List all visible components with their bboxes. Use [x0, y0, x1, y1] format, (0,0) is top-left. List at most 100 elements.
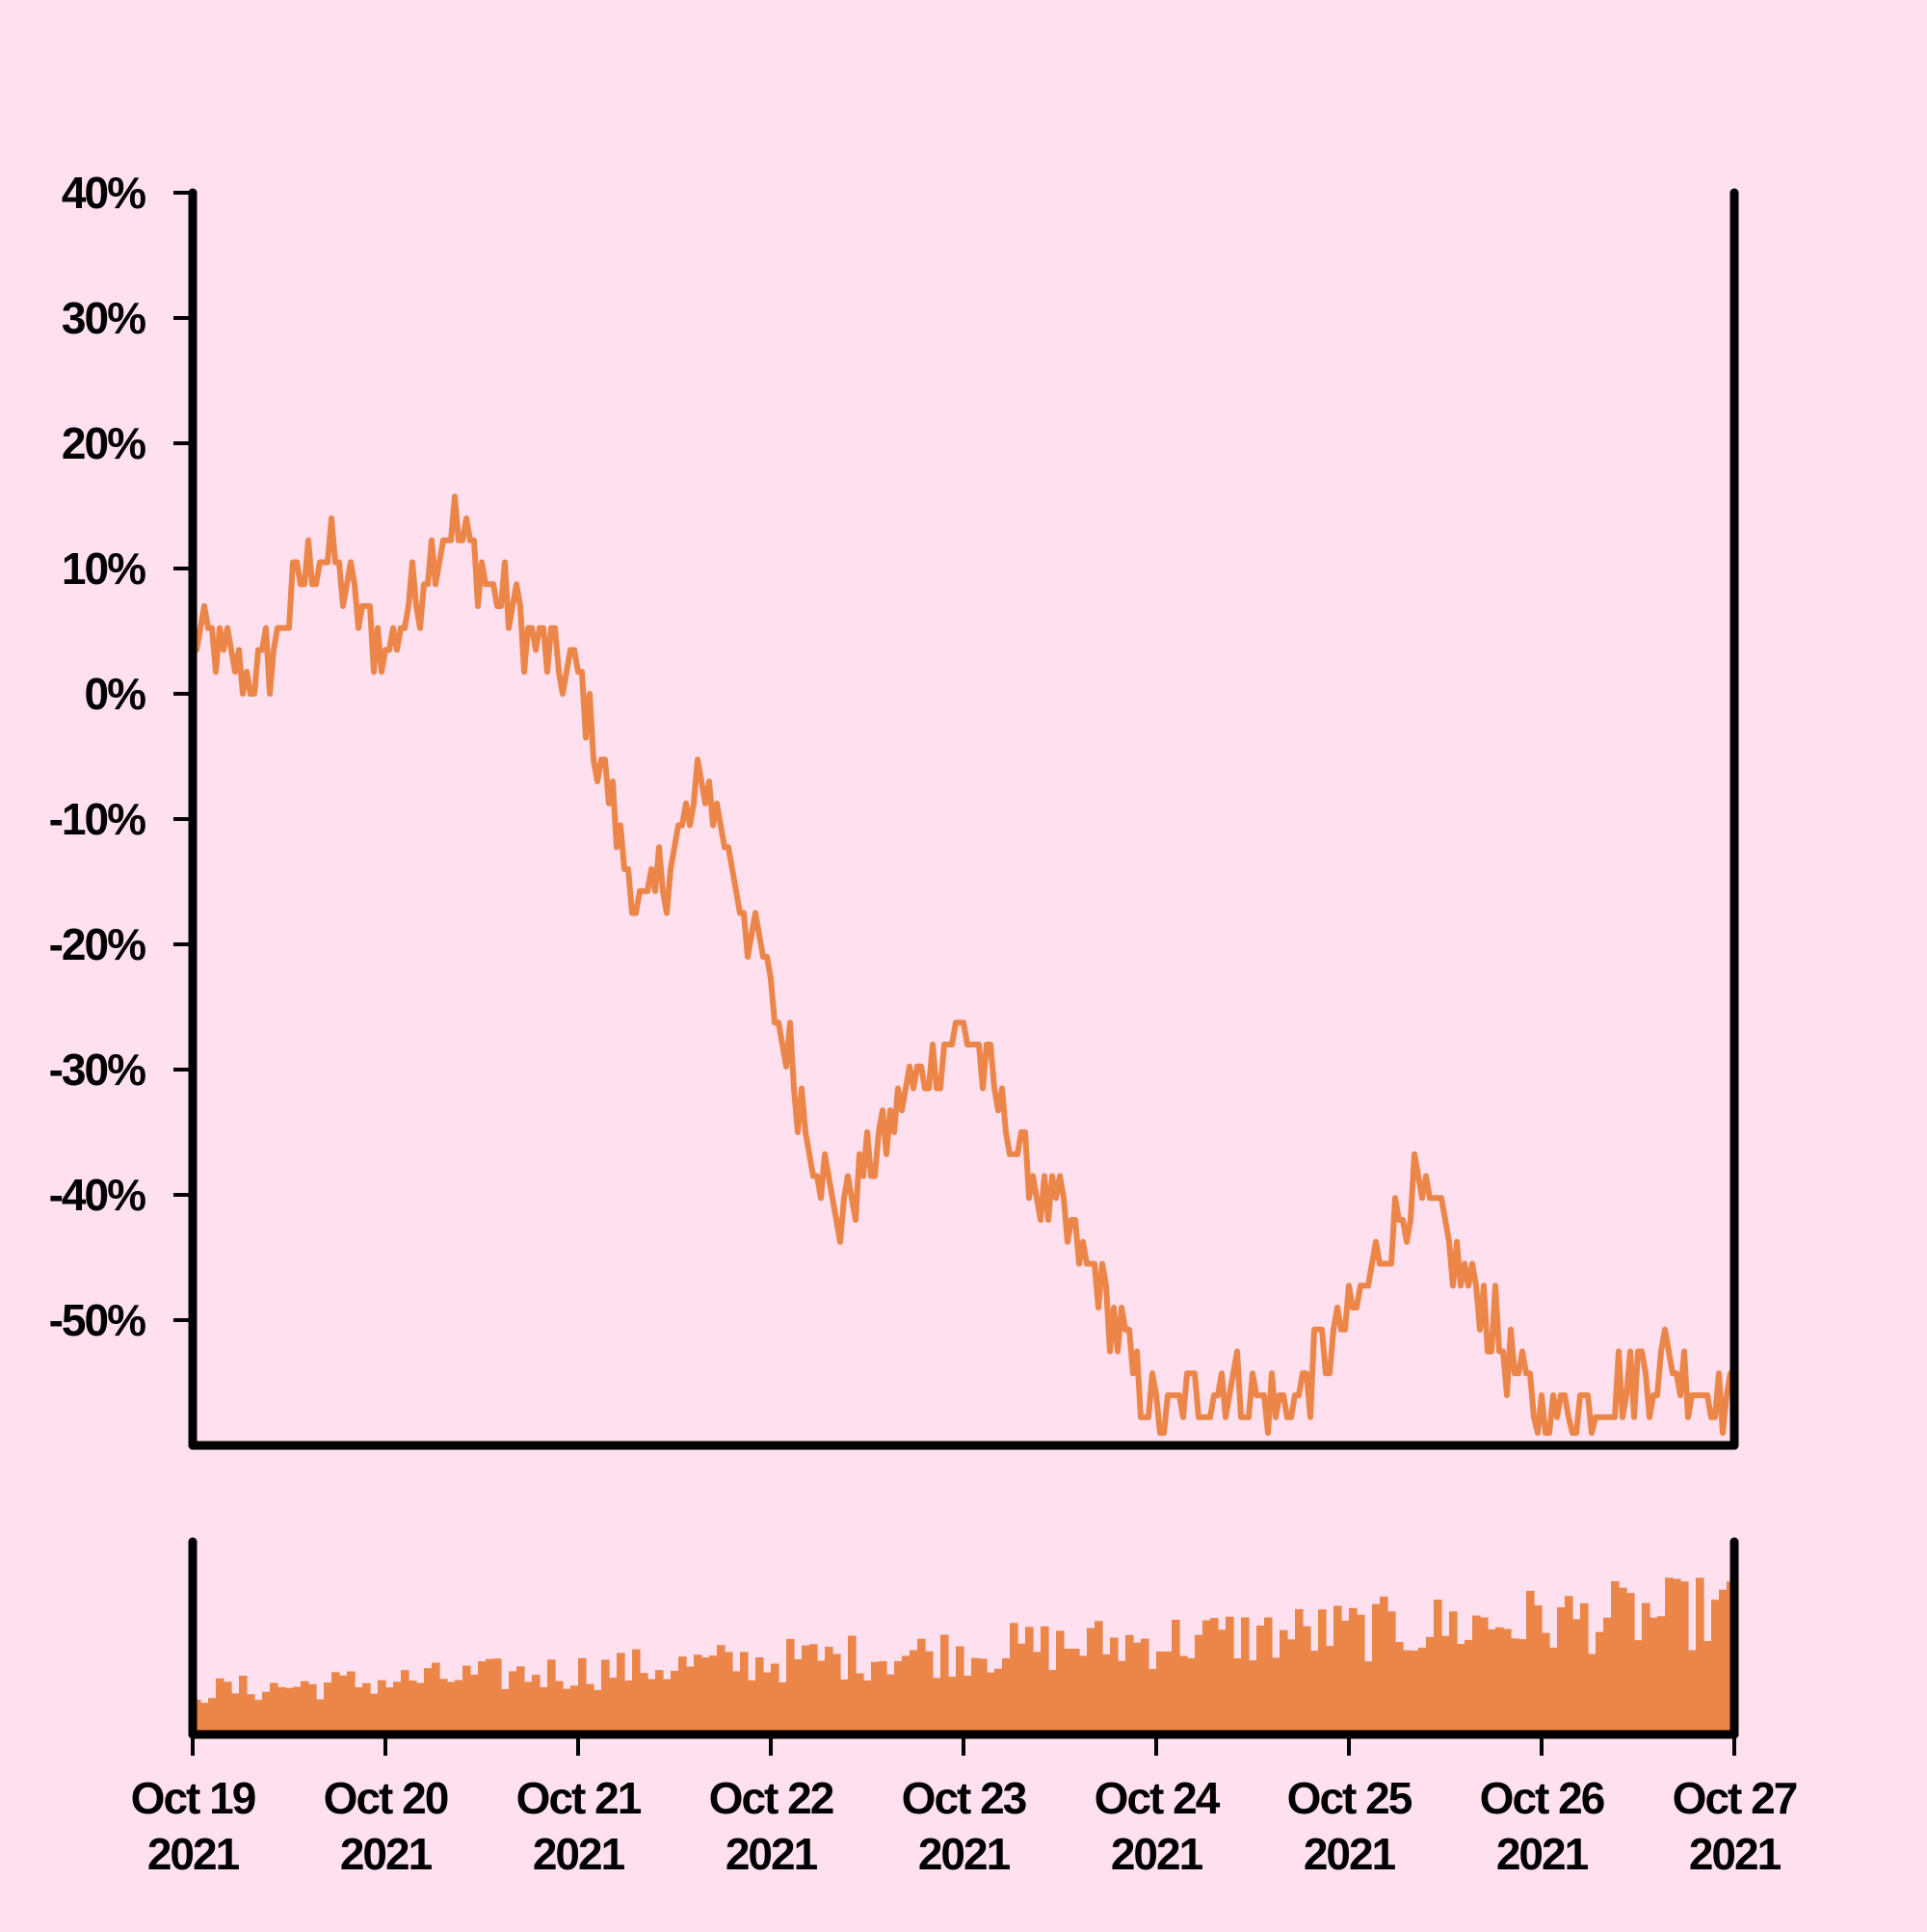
volume-bar [1719, 1589, 1728, 1734]
volume-bar [1449, 1611, 1458, 1734]
volume-bar [1264, 1617, 1273, 1734]
volume-bar [1395, 1642, 1404, 1734]
volume-bar [1002, 1657, 1011, 1734]
volume-bar [1318, 1609, 1327, 1734]
volume-bar [1110, 1637, 1119, 1734]
volume-bar [917, 1638, 926, 1734]
volume-bar [285, 1687, 294, 1734]
volume-bar [455, 1680, 463, 1734]
volume-bar [1087, 1628, 1095, 1734]
volume-bar [964, 1676, 972, 1734]
volume-bar [1441, 1635, 1450, 1734]
volume-bar [902, 1655, 911, 1734]
volume-bar [1249, 1660, 1257, 1734]
x-tick-year-label: 2021 [918, 1829, 1011, 1879]
volume-bar [239, 1676, 248, 1734]
volume-bar [802, 1645, 810, 1734]
volume-bar [1703, 1641, 1712, 1734]
volume-bar [1280, 1629, 1288, 1734]
volume-bar [763, 1672, 772, 1734]
volume-bar [524, 1681, 533, 1734]
volume-bar [1665, 1577, 1674, 1734]
volume-bar [594, 1689, 602, 1734]
volume-bar [979, 1658, 988, 1734]
volume-bar [1580, 1602, 1589, 1734]
volume-bar [1033, 1652, 1042, 1734]
volume-bar [740, 1652, 749, 1734]
y-tick-label: -50% [49, 1295, 145, 1345]
volume-bar [1102, 1654, 1111, 1734]
volume-bar [409, 1681, 417, 1734]
y-tick-label: 30% [62, 293, 145, 343]
volume-bar [725, 1652, 733, 1734]
volume-bar [1434, 1600, 1442, 1734]
volume-bar [732, 1671, 741, 1734]
x-tick-date-label: Oct 26 [1480, 1773, 1604, 1823]
volume-bar [671, 1670, 679, 1734]
volume-bar [478, 1661, 487, 1734]
volume-bar [1326, 1646, 1334, 1734]
volume-bar [717, 1645, 726, 1734]
volume-bar [231, 1693, 240, 1734]
volume-panel [188, 1537, 1739, 1739]
volume-bar [432, 1662, 440, 1734]
volume-bar [694, 1654, 702, 1734]
volume-bar [578, 1657, 587, 1734]
volume-bar [1642, 1602, 1650, 1734]
volume-bar [1064, 1648, 1072, 1734]
x-tick-date-label: Oct 23 [902, 1773, 1026, 1823]
volume-bar [748, 1680, 756, 1734]
volume-bar [1241, 1617, 1250, 1734]
volume-bar [1557, 1607, 1566, 1734]
volume-bar [1380, 1596, 1388, 1734]
volume-bar [609, 1678, 618, 1734]
volume-bar [401, 1670, 409, 1734]
volume-bar [486, 1658, 494, 1734]
volume-bar [331, 1672, 340, 1734]
volume-bar [647, 1679, 656, 1734]
volume-bar [686, 1666, 695, 1734]
volume-bar [216, 1678, 224, 1734]
volume-bar [462, 1665, 471, 1734]
volume-bar [1118, 1660, 1126, 1734]
volume-bar [1141, 1638, 1149, 1734]
volume-bar [1233, 1658, 1242, 1734]
volume-bar [378, 1680, 386, 1734]
volume-bar [1041, 1626, 1049, 1734]
volume-bar [447, 1681, 456, 1734]
y-tick-label: 20% [62, 418, 145, 468]
volume-bar [1711, 1600, 1720, 1734]
volume-bar [563, 1688, 571, 1734]
volume-bar [632, 1649, 641, 1734]
volume-bar [1673, 1578, 1681, 1734]
volume-bar [570, 1685, 579, 1734]
volume-bar [701, 1657, 710, 1734]
volume-bar [1095, 1621, 1103, 1734]
volume-bar [254, 1700, 263, 1734]
volume-bar [1387, 1611, 1396, 1734]
volume-bar [1418, 1647, 1427, 1734]
x-tick-year-label: 2021 [1111, 1829, 1203, 1879]
volume-bar [663, 1679, 672, 1734]
volume-bar [1426, 1636, 1435, 1734]
volume-bar [308, 1683, 317, 1734]
volume-bar [1357, 1614, 1365, 1734]
volume-bar [586, 1683, 594, 1734]
volume-bar [1611, 1580, 1620, 1734]
volume-bar [540, 1686, 548, 1734]
volume-bar [987, 1672, 995, 1734]
volume-bar [709, 1655, 718, 1734]
volume-bar [879, 1660, 887, 1734]
volume-bar [886, 1674, 895, 1734]
volume-bar [601, 1659, 610, 1734]
volume-bar [1572, 1619, 1581, 1734]
volume-bar [1156, 1651, 1165, 1734]
volume-bar [1148, 1668, 1157, 1734]
volume-bar [1195, 1634, 1203, 1734]
volume-bar [856, 1673, 864, 1734]
volume-bar [324, 1682, 332, 1734]
volume-bar [1256, 1625, 1265, 1734]
volume-bar [277, 1686, 286, 1734]
